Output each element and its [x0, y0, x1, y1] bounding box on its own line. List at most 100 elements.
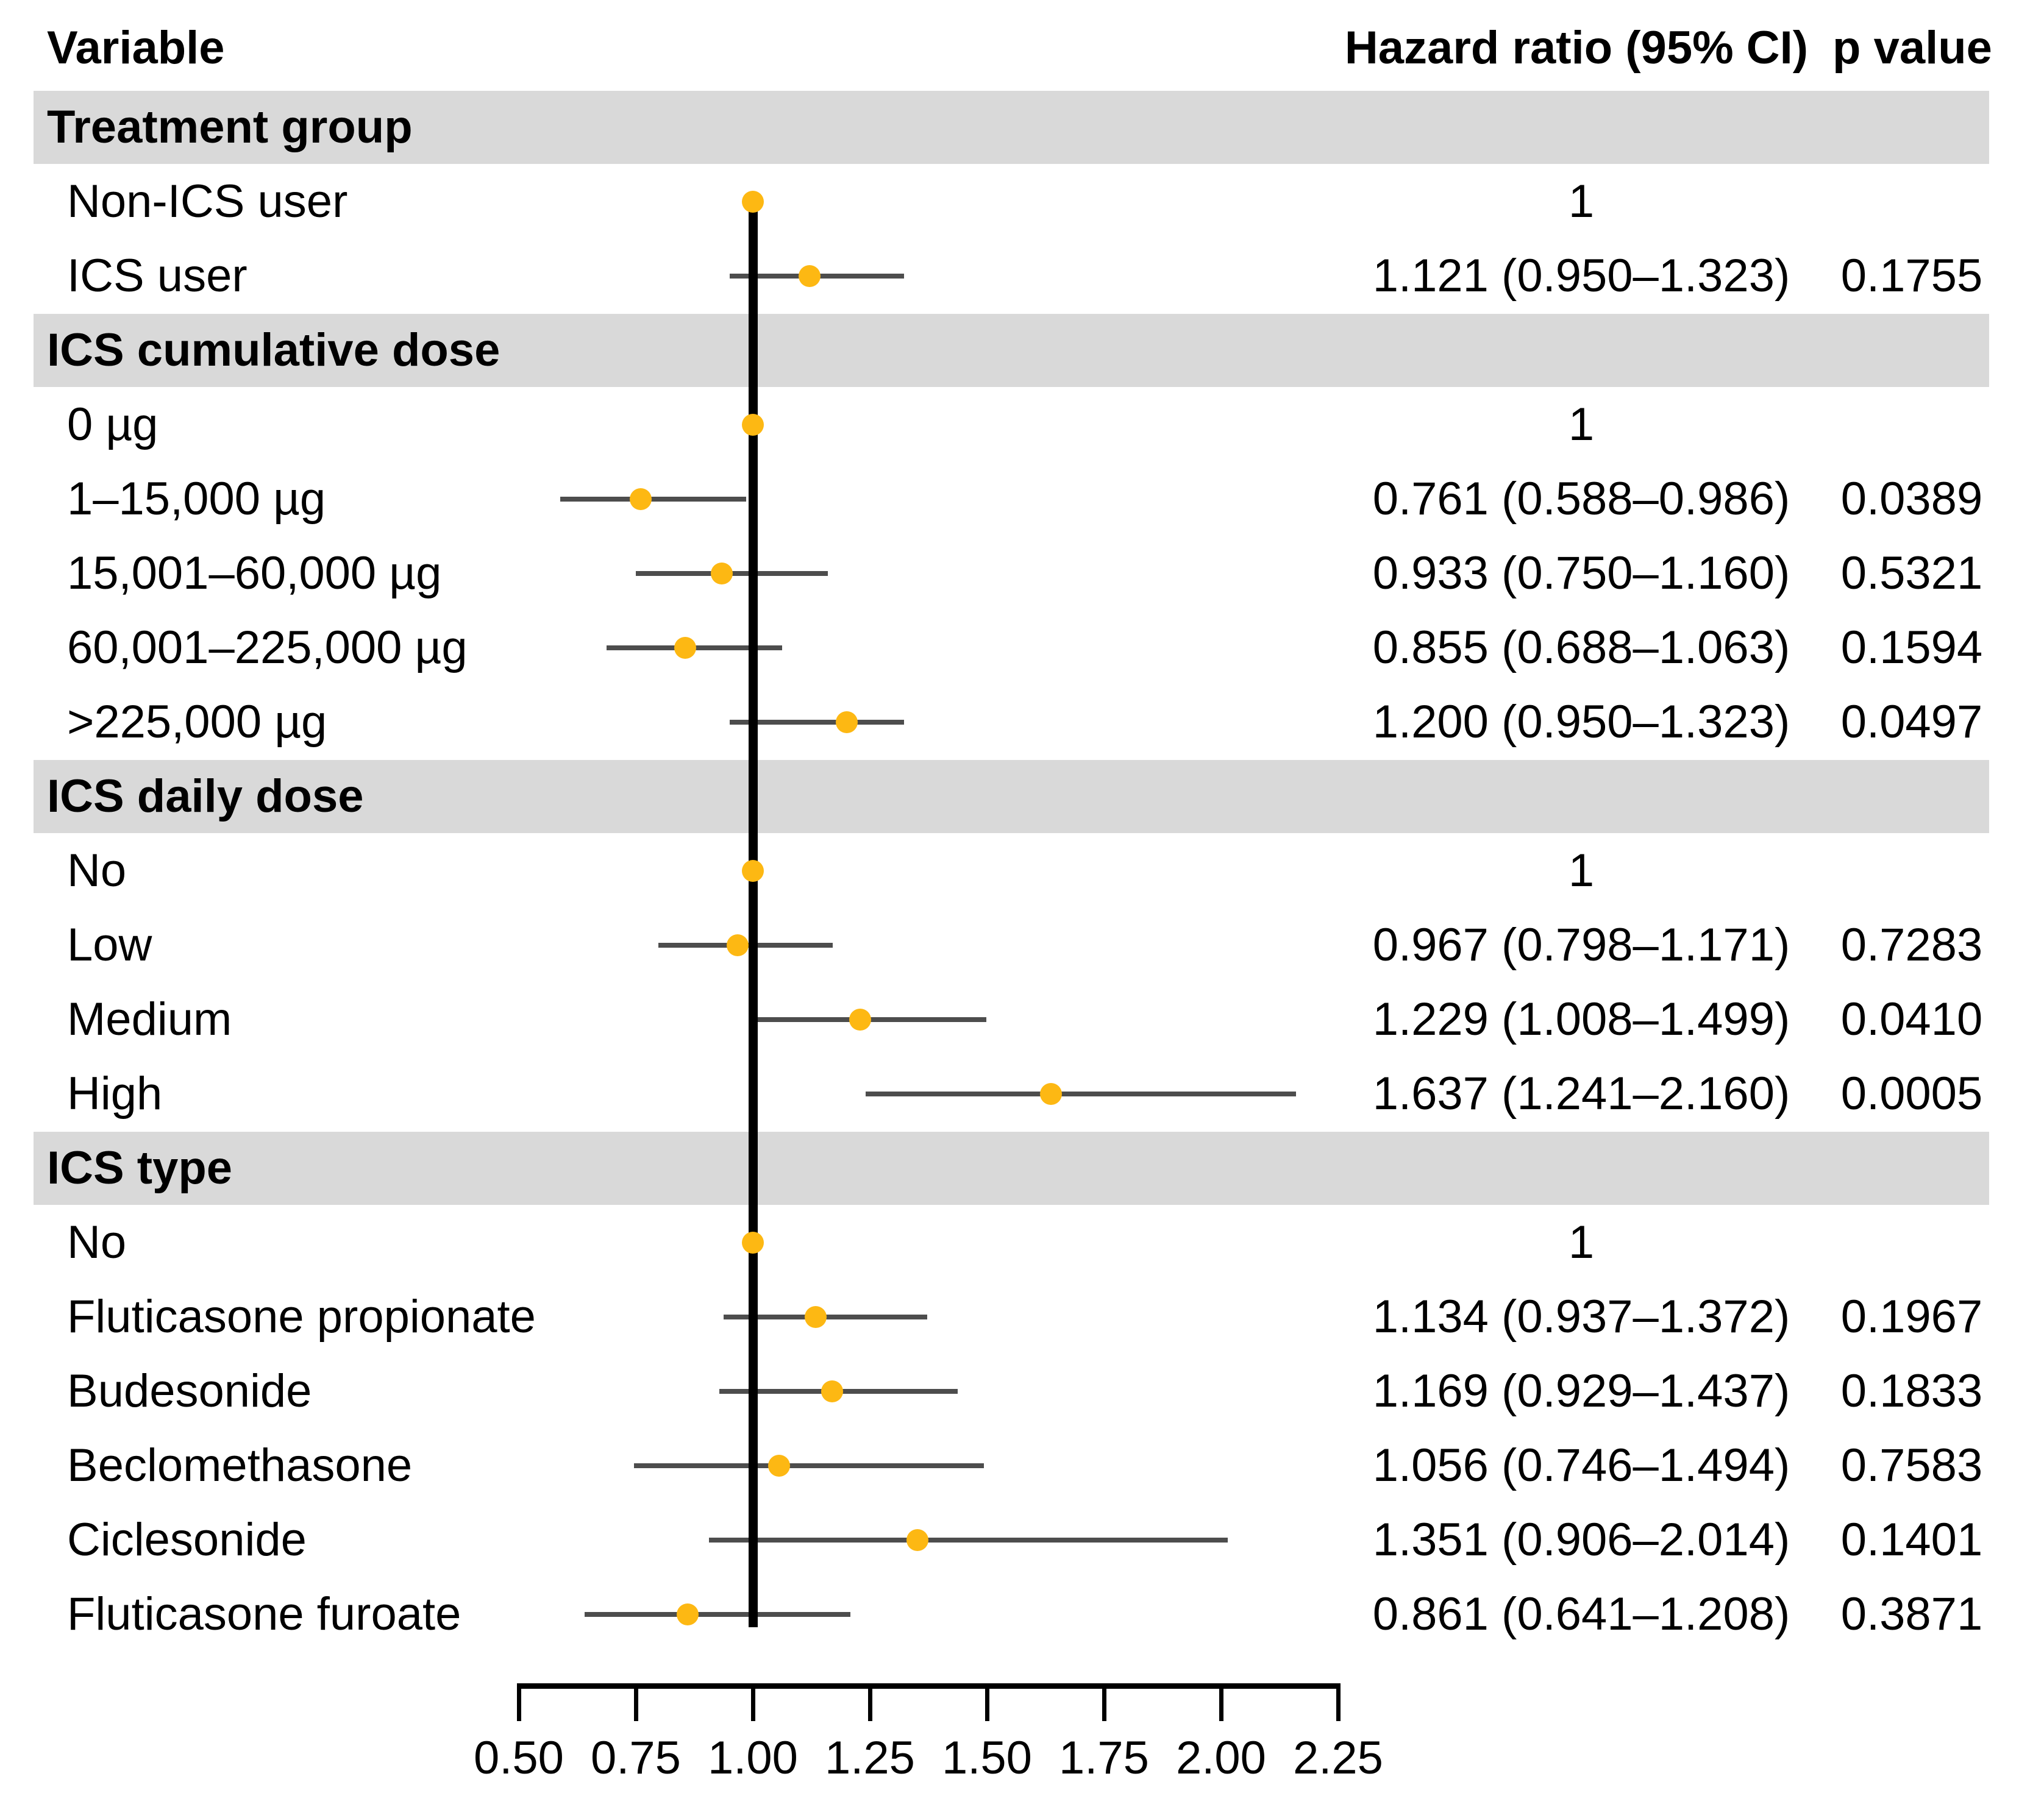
p-value: 0.0005 [1840, 1068, 1983, 1120]
section-band [34, 760, 1989, 833]
hazard-ratio-value: 1.121 (0.950–1.323) [1372, 250, 1790, 302]
hazard-ratio-value: 0.855 (0.688–1.063) [1372, 622, 1790, 673]
column-header-variable: Variable [47, 22, 225, 74]
hazard-ratio-value: 1.169 (0.929–1.437) [1372, 1365, 1790, 1417]
x-axis-tick [517, 1683, 521, 1721]
section-band [34, 1132, 1989, 1205]
hazard-ratio-point [742, 191, 764, 213]
hazard-ratio-value: 1 [1568, 399, 1595, 450]
x-axis-line [517, 1683, 1341, 1689]
hazard-ratio-point [804, 1306, 827, 1328]
confidence-interval-line [757, 1017, 987, 1022]
x-axis-tick [751, 1683, 755, 1721]
p-value: 0.1594 [1840, 622, 1983, 673]
hazard-ratio-value: 1.200 (0.950–1.323) [1372, 696, 1790, 748]
x-axis-tick [868, 1683, 872, 1721]
confidence-interval-line [729, 720, 905, 725]
x-axis-tick-label: 1.50 [942, 1732, 1032, 1784]
hazard-ratio-point [1040, 1083, 1063, 1105]
confidence-interval-line [585, 1612, 850, 1617]
hazard-ratio-point [835, 711, 858, 733]
row-label: High [67, 1068, 163, 1120]
confidence-interval-line [866, 1092, 1296, 1096]
hazard-ratio-point [849, 1009, 871, 1031]
confidence-interval-line [633, 1463, 985, 1468]
p-value: 0.1967 [1840, 1291, 1983, 1343]
hazard-ratio-point [726, 934, 749, 956]
x-axis-tick-label: 1.00 [708, 1732, 798, 1784]
p-value: 0.3871 [1840, 1588, 1983, 1640]
row-label: Ciclesonide [67, 1514, 307, 1566]
p-value: 0.0497 [1840, 696, 1983, 748]
hazard-ratio-value: 1 [1568, 845, 1595, 896]
row-label: Budesonide [67, 1365, 312, 1417]
hazard-ratio-point [768, 1455, 790, 1477]
hazard-ratio-point [742, 414, 764, 436]
hazard-ratio-point [674, 637, 696, 659]
section-band [34, 91, 1989, 164]
row-label: >225,000 µg [67, 696, 327, 748]
confidence-interval-line [708, 1538, 1228, 1543]
hazard-ratio-value: 1.229 (1.008–1.499) [1372, 993, 1790, 1045]
hazard-ratio-point [677, 1603, 699, 1625]
row-label: Fluticasone furoate [67, 1588, 461, 1640]
x-axis-tick-label: 0.75 [591, 1732, 681, 1784]
row-label: ICS user [67, 250, 247, 302]
x-axis-tick [634, 1683, 638, 1721]
p-value: 0.1401 [1840, 1514, 1983, 1566]
hazard-ratio-value: 1.056 (0.746–1.494) [1372, 1440, 1790, 1491]
section-header-label: ICS daily dose [47, 770, 364, 822]
hazard-ratio-point [821, 1380, 843, 1402]
p-value: 0.5321 [1840, 547, 1983, 599]
row-label: No [67, 1216, 127, 1268]
x-axis-tick-label: 0.50 [474, 1732, 564, 1784]
confidence-interval-line [560, 497, 747, 502]
p-value: 0.1755 [1840, 250, 1983, 302]
hazard-ratio-value: 1.134 (0.937–1.372) [1372, 1291, 1790, 1343]
hazard-ratio-value: 0.861 (0.641–1.208) [1372, 1588, 1790, 1640]
row-label: Fluticasone propionate [67, 1291, 536, 1343]
x-axis-tick [1102, 1683, 1106, 1721]
row-label: Low [67, 919, 152, 971]
hazard-ratio-point [906, 1529, 928, 1551]
x-axis-tick [1336, 1683, 1341, 1721]
hazard-ratio-value: 1 [1568, 176, 1595, 227]
column-header-p-value: p value [1832, 22, 1992, 74]
p-value: 0.7583 [1840, 1440, 1983, 1491]
row-label: Non-ICS user [67, 176, 348, 227]
row-label: 60,001–225,000 µg [67, 622, 468, 673]
hazard-ratio-value: 1 [1568, 1216, 1595, 1268]
row-label: Beclomethasone [67, 1440, 413, 1491]
column-header-hazard-ratio: Hazard ratio (95% CI) [1344, 22, 1809, 74]
hazard-ratio-point [742, 1232, 764, 1254]
section-header-label: Treatment group [47, 101, 413, 153]
p-value: 0.7283 [1840, 919, 1983, 971]
hazard-ratio-point [742, 860, 764, 882]
x-axis-tick [985, 1683, 989, 1721]
row-label: 1–15,000 µg [67, 473, 326, 525]
hazard-ratio-point [710, 563, 733, 584]
p-value: 0.0389 [1840, 473, 1983, 525]
section-header-label: ICS cumulative dose [47, 324, 500, 376]
hazard-ratio-value: 0.933 (0.750–1.160) [1372, 547, 1790, 599]
hazard-ratio-value: 1.637 (1.241–2.160) [1372, 1068, 1790, 1120]
row-label: Medium [67, 993, 232, 1045]
p-value: 0.0410 [1840, 993, 1983, 1045]
x-axis-tick-label: 2.00 [1176, 1732, 1266, 1784]
p-value: 0.1833 [1840, 1365, 1983, 1417]
x-axis-tick-label: 1.25 [825, 1732, 915, 1784]
hazard-ratio-value: 0.967 (0.798–1.171) [1372, 919, 1790, 971]
hazard-ratio-point [798, 265, 821, 287]
row-label: 15,001–60,000 µg [67, 547, 442, 599]
row-label: 0 µg [67, 399, 158, 450]
x-axis-tick [1219, 1683, 1223, 1721]
reference-line [749, 192, 758, 1627]
row-label: No [67, 845, 127, 896]
section-header-label: ICS type [47, 1142, 233, 1194]
hazard-ratio-value: 0.761 (0.588–0.986) [1372, 473, 1790, 525]
x-axis-tick-label: 1.75 [1059, 1732, 1149, 1784]
hazard-ratio-value: 1.351 (0.906–2.014) [1372, 1514, 1790, 1566]
hazard-ratio-point [630, 488, 652, 510]
x-axis-tick-label: 2.25 [1293, 1732, 1383, 1784]
